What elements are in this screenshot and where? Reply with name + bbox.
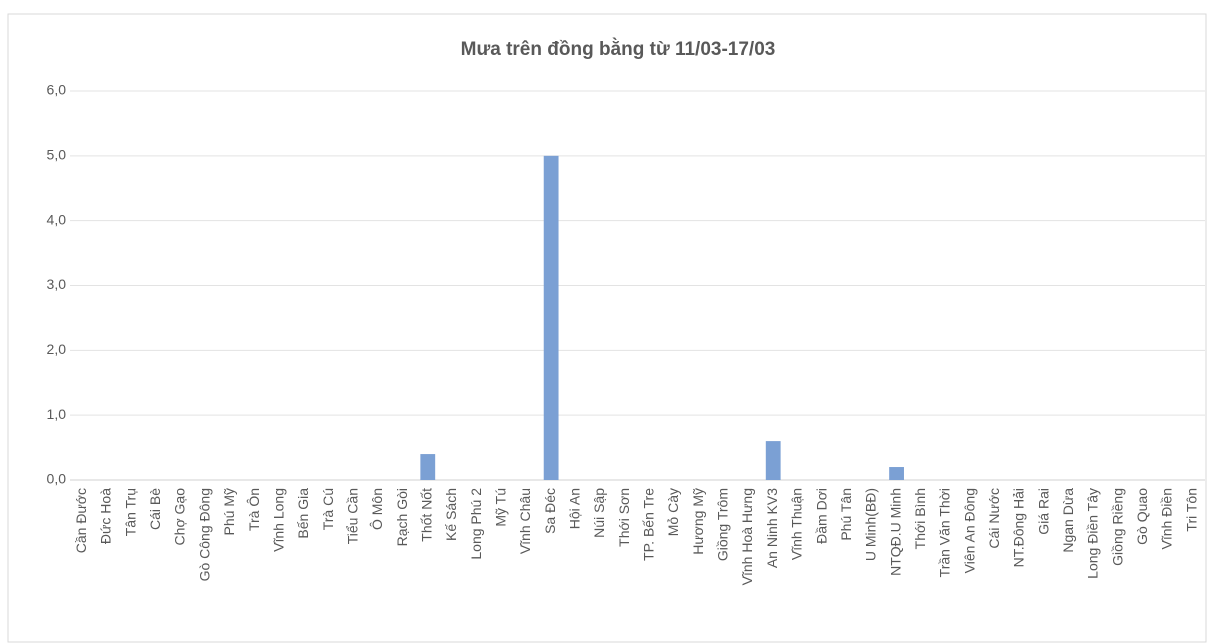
x-tick-label: Tiểu Cần [344, 488, 360, 544]
x-tick-label: Gò Quao [1134, 488, 1150, 545]
x-tick-label: Bến Gia [295, 488, 311, 539]
x-tick-label: Ô Môn [369, 488, 385, 530]
x-tick-label: Hội An [567, 488, 583, 529]
x-tick-label: Đức Hoà [98, 488, 114, 544]
x-tick-label: Thới Bình [912, 488, 928, 549]
bar [420, 454, 436, 480]
x-tick-label: U Minh(BĐ) [863, 488, 879, 561]
x-tick-label: Giồng Riềng [1109, 488, 1125, 566]
y-tick-label: 0,0 [47, 471, 67, 487]
y-tick-label: 1,0 [47, 406, 67, 422]
x-tick-label: Giồng Trôm [715, 488, 731, 561]
x-tick-label: Vĩnh Châu [517, 488, 533, 554]
x-tick-label: Vĩnh Hoà Hưng [739, 488, 755, 585]
x-tick-label: Thới Sơn [616, 488, 632, 547]
x-tick-label: Đầm Dơi [813, 488, 829, 544]
x-tick-label: Cần Đước [73, 488, 89, 553]
x-tick-label: Chợ Gạo [172, 488, 188, 546]
x-tick-label: Hương Mỹ [690, 488, 706, 555]
x-tick-label: Tân Trụ [122, 488, 138, 536]
x-tick-label: Mỏ Cày [665, 488, 681, 536]
x-tick-label: Phú Tân [838, 488, 854, 541]
x-tick-label: Trần Văn Thời [937, 488, 953, 577]
bar [543, 155, 559, 481]
y-tick-label: 4,0 [47, 211, 67, 227]
x-tick-label: Kế Sách [443, 488, 459, 541]
x-tick-label: An Ninh KV3 [764, 488, 780, 568]
x-tick-label: Tri Tôn [1183, 488, 1199, 532]
x-tick-label: Ngan Dừa [1060, 488, 1076, 553]
x-tick-label: Núi Sập [591, 488, 607, 538]
bar [765, 441, 781, 480]
x-tick-label: Gò Công Đông [196, 488, 212, 581]
x-tick-label: Trà Ôn [246, 488, 262, 531]
bar [889, 467, 904, 480]
x-tick-label: Rạch Gòi [394, 488, 410, 546]
y-tick-label: 6,0 [47, 82, 67, 98]
x-tick-label: Phú Mỹ [221, 488, 237, 535]
x-tick-label: Vĩnh Long [270, 488, 286, 552]
x-tick-label: NT.Đông Hải [1011, 488, 1027, 567]
x-tick-label: Mỹ Tú [492, 488, 508, 527]
x-tick-label: Trà Cú [320, 488, 336, 530]
x-tick-label: Viên An Đông [961, 488, 977, 573]
y-tick-label: 5,0 [47, 147, 67, 163]
x-tick-label: Long Phú 2 [468, 488, 484, 560]
x-tick-label: NTQĐ.U Minh [887, 488, 903, 576]
chart-frame [7, 13, 1207, 643]
x-tick-label: Giá Rai [1035, 488, 1051, 535]
x-tick-label: Cái Nước [986, 488, 1002, 549]
chart-title: Mưa trên đồng bằng từ 11/03-17/03 [461, 38, 776, 60]
x-tick-label: Sa Đéc [542, 488, 558, 534]
y-tick-label: 2,0 [47, 341, 67, 357]
x-tick-label: Vĩnh Điền [1159, 488, 1175, 549]
x-tick-label: Cái Bè [147, 488, 163, 530]
x-tick-label: Thốt Nốt [418, 488, 434, 542]
x-tick-label: Long Điền Tây [1085, 488, 1101, 579]
x-tick-label: TP. Bến Tre [641, 488, 657, 561]
x-tick-label: Vĩnh Thuận [789, 488, 805, 560]
y-tick-label: 3,0 [47, 276, 67, 292]
